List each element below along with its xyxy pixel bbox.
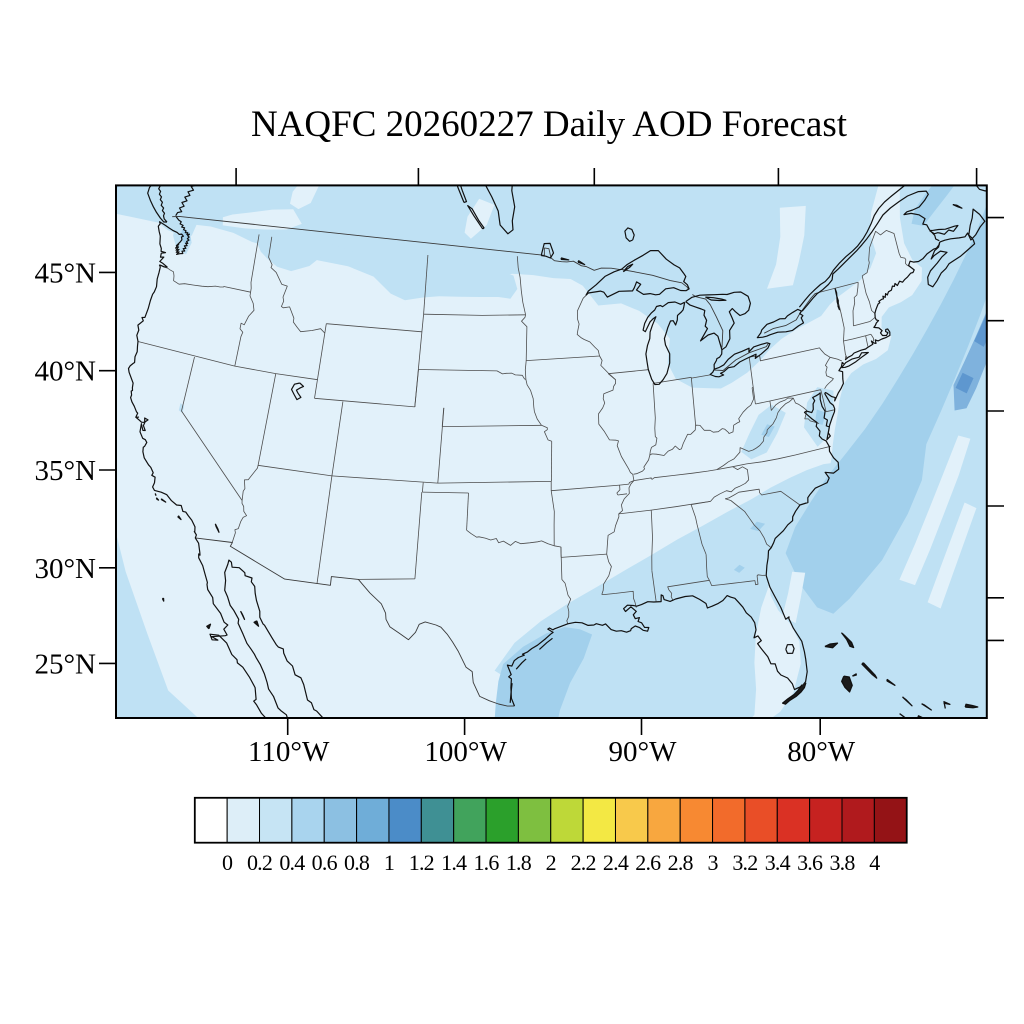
svg-text:4: 4 [869,850,880,875]
svg-text:90°W: 90°W [609,736,678,768]
svg-text:80°W: 80°W [787,736,856,768]
svg-text:100°W: 100°W [424,736,507,768]
svg-text:0: 0 [222,850,233,875]
svg-text:1.6: 1.6 [473,850,499,875]
svg-text:2: 2 [546,850,556,875]
svg-text:1: 1 [384,850,394,875]
svg-text:0.4: 0.4 [279,850,305,875]
svg-text:0.2: 0.2 [247,850,272,875]
svg-text:45°N: 45°N [34,257,96,289]
svg-text:3.6: 3.6 [797,850,823,875]
svg-text:NAQFC 20260227 Daily AOD Forec: NAQFC 20260227 Daily AOD Forecast [251,104,848,145]
svg-text:1.4: 1.4 [441,850,467,875]
svg-text:3.2: 3.2 [732,850,757,875]
svg-text:2.4: 2.4 [603,850,629,875]
svg-text:0.6: 0.6 [312,850,338,875]
svg-text:3: 3 [707,850,718,875]
svg-text:1.8: 1.8 [506,850,532,875]
svg-text:1.2: 1.2 [409,850,434,875]
svg-text:2.6: 2.6 [635,850,661,875]
svg-text:3.4: 3.4 [765,850,791,875]
svg-text:2.2: 2.2 [571,850,596,875]
svg-text:30°N: 30°N [34,553,96,585]
svg-text:25°N: 25°N [34,648,96,680]
svg-text:2.8: 2.8 [668,850,694,875]
svg-text:110°W: 110°W [248,736,330,768]
svg-text:3.8: 3.8 [829,850,855,875]
svg-text:35°N: 35°N [34,455,96,487]
svg-text:0.8: 0.8 [344,850,370,875]
svg-text:40°N: 40°N [34,356,96,388]
